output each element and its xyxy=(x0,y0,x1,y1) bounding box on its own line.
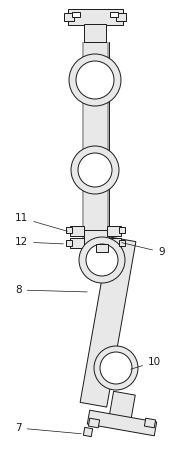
Polygon shape xyxy=(70,226,84,236)
Polygon shape xyxy=(144,418,156,428)
Polygon shape xyxy=(82,42,84,240)
Text: 8: 8 xyxy=(15,285,87,295)
Text: 11: 11 xyxy=(15,213,67,231)
Polygon shape xyxy=(116,13,126,21)
Text: 9: 9 xyxy=(122,243,165,257)
Polygon shape xyxy=(68,9,123,25)
Polygon shape xyxy=(64,13,74,21)
Polygon shape xyxy=(110,12,118,17)
Polygon shape xyxy=(107,226,121,236)
Polygon shape xyxy=(96,244,108,252)
Polygon shape xyxy=(66,240,72,246)
Circle shape xyxy=(69,54,121,106)
Circle shape xyxy=(79,237,125,283)
Polygon shape xyxy=(84,24,106,42)
Text: 10: 10 xyxy=(131,357,161,369)
Polygon shape xyxy=(107,42,109,240)
Text: 12: 12 xyxy=(15,237,63,247)
Circle shape xyxy=(86,244,118,276)
Polygon shape xyxy=(87,410,157,436)
Polygon shape xyxy=(107,238,121,248)
Polygon shape xyxy=(119,240,125,246)
Polygon shape xyxy=(119,227,125,233)
Polygon shape xyxy=(88,418,100,428)
Circle shape xyxy=(94,346,138,390)
Polygon shape xyxy=(109,392,135,423)
Circle shape xyxy=(78,153,112,187)
Polygon shape xyxy=(72,12,80,17)
Polygon shape xyxy=(66,227,72,233)
Polygon shape xyxy=(80,237,136,407)
Polygon shape xyxy=(83,427,93,437)
Polygon shape xyxy=(70,238,84,248)
Circle shape xyxy=(76,61,114,99)
Circle shape xyxy=(71,146,119,194)
Text: 7: 7 xyxy=(15,423,81,434)
Circle shape xyxy=(100,352,132,384)
Polygon shape xyxy=(84,230,107,252)
Polygon shape xyxy=(82,42,109,240)
